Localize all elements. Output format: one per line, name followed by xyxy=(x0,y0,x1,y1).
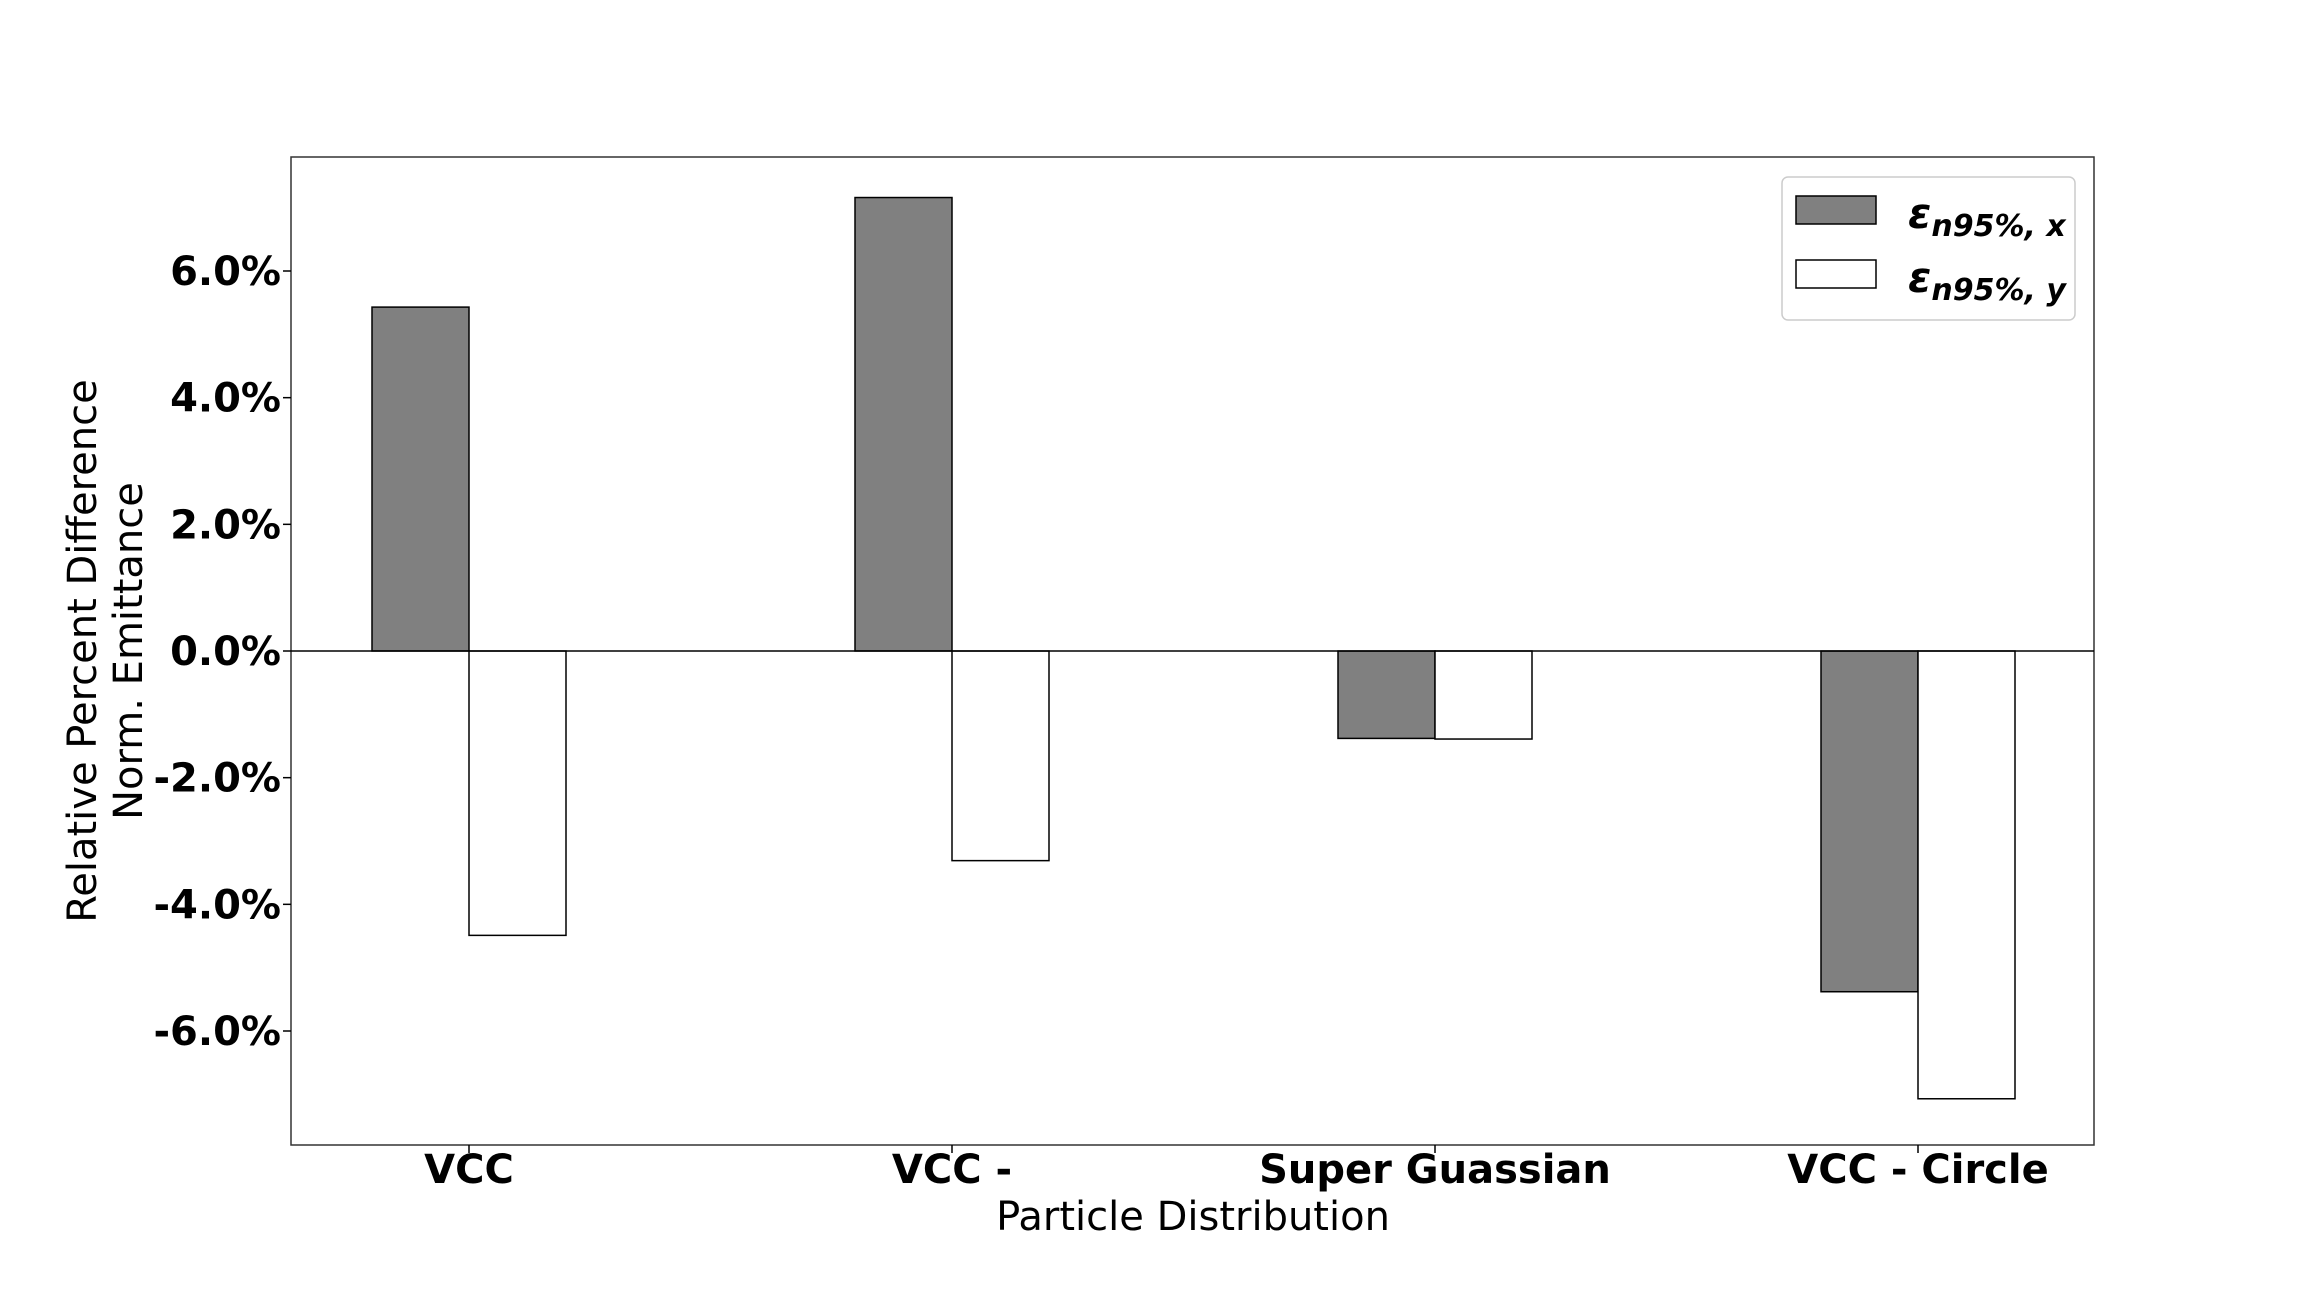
legend: εn95%, x εn95%, y xyxy=(1781,176,2076,321)
x-tick-label: Super Guassian xyxy=(1259,1147,1611,1193)
legend-label-1: εn95%, x xyxy=(1908,189,2067,244)
legend-swatch-1 xyxy=(1795,195,1877,225)
bar-series-1-2 xyxy=(854,196,953,652)
bar-series-2-1 xyxy=(468,650,567,937)
x-tick-label: VCC xyxy=(424,1147,514,1193)
x-axis: VCC VCC - Super Guassian VCC - Circle xyxy=(424,1145,2049,1193)
y-tick-label: -6.0% xyxy=(153,1009,281,1055)
y-tick-label: 4.0% xyxy=(170,376,281,422)
bar-series-1-3 xyxy=(1337,650,1436,740)
legend-label-2: εn95%, y xyxy=(1908,253,2067,308)
y-tick-label: 6.0% xyxy=(170,249,281,295)
bars xyxy=(291,196,2094,1100)
y-tick-label: 0.0% xyxy=(170,629,281,675)
y-tick-label: -2.0% xyxy=(153,756,281,802)
y-axis-title-line-1: Relative Percent Difference xyxy=(60,379,106,922)
y-tick-label: 2.0% xyxy=(170,502,281,548)
y-axis: -6.0% -4.0% -2.0% 0.0% 2.0% 4.0% 6.0% xyxy=(153,249,291,1055)
bar-series-2-4 xyxy=(1917,650,2016,1100)
bar-series-1-1 xyxy=(371,306,470,652)
y-axis-title: Relative Percent Difference Norm. Emittan… xyxy=(60,379,152,922)
y-axis-title-line-2: Norm. Emittance xyxy=(106,482,152,820)
axis-labels: Particle Distribution Relative Percent Di… xyxy=(60,379,1390,1240)
bar-series-1-4 xyxy=(1820,650,1919,993)
bar-series-2-3 xyxy=(1434,650,1533,740)
bar-series-2-2 xyxy=(951,650,1050,862)
legend-swatch-2 xyxy=(1795,259,1877,289)
y-tick-label: -4.0% xyxy=(153,882,281,928)
x-tick-label: VCC - Circle xyxy=(1787,1147,2048,1193)
x-tick-label: VCC - xyxy=(892,1147,1012,1193)
x-axis-title: Particle Distribution xyxy=(996,1194,1390,1240)
